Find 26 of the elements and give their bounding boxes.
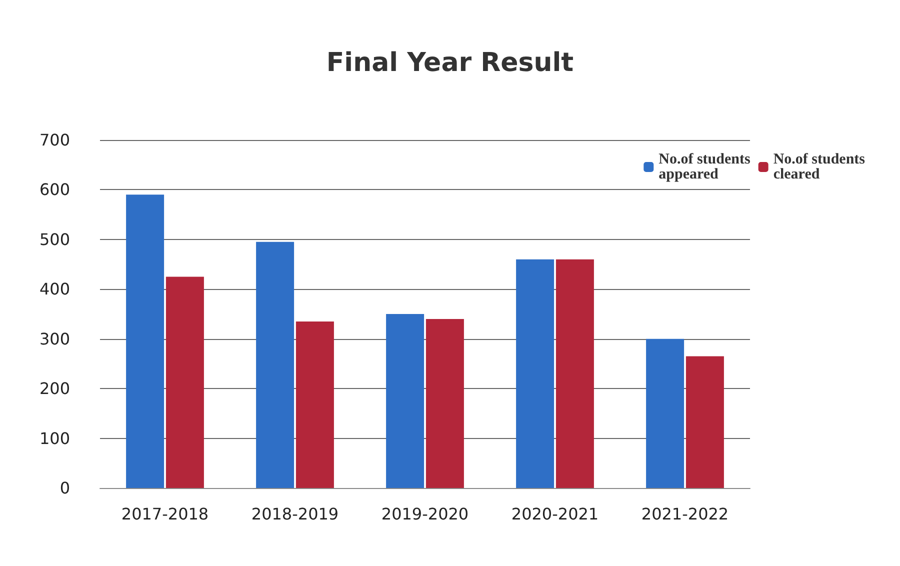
- y-tick-label: 200: [39, 379, 70, 398]
- y-tick-label: 0: [60, 478, 70, 498]
- bar: [166, 276, 204, 488]
- bar: [686, 356, 724, 488]
- y-tick-label: 700: [39, 130, 70, 150]
- bar: [646, 338, 684, 488]
- bar: [516, 259, 554, 488]
- bar: [256, 242, 294, 488]
- y-tick-label: 500: [39, 230, 70, 249]
- y-tick-label: 100: [39, 428, 70, 448]
- chart-title: Final Year Result: [326, 48, 574, 78]
- x-tick-label: 2020-2021: [511, 504, 599, 524]
- x-tick-label: 2019-2020: [381, 504, 469, 524]
- x-tick-label: 2017-2018: [121, 504, 209, 524]
- x-tick-label: 2021-2022: [641, 504, 729, 524]
- y-tick-label: 400: [39, 280, 70, 299]
- bar: [386, 314, 424, 488]
- bar: [296, 321, 334, 488]
- y-tick-label: 300: [39, 329, 70, 348]
- legend-label: No.of students cleared: [773, 152, 866, 182]
- bar: [556, 259, 594, 488]
- y-tick-label: 600: [39, 180, 70, 200]
- x-tick-label: 2018-2019: [251, 504, 339, 524]
- bar: [126, 194, 164, 488]
- legend-label: No.of students appeared: [658, 152, 750, 182]
- bar: [426, 318, 464, 488]
